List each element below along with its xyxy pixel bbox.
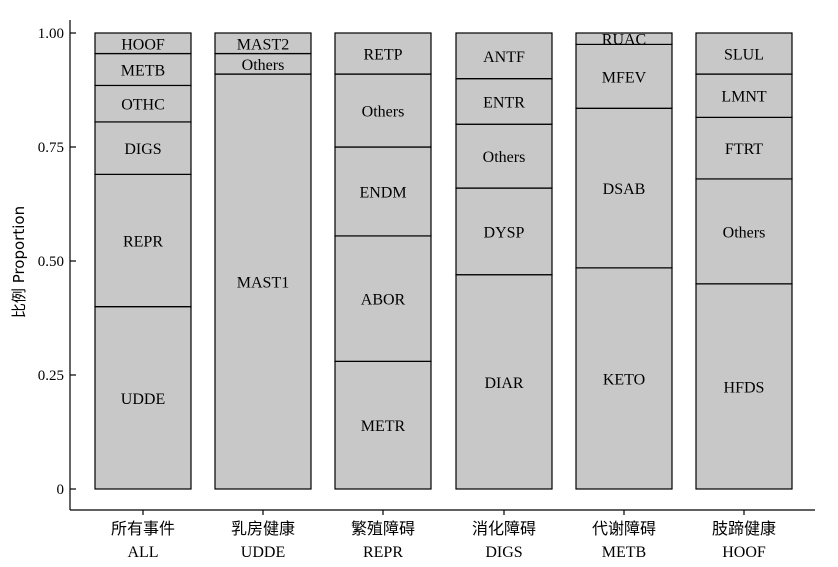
bar-repr: METR ABOR ENDM Others RETP xyxy=(334,32,432,490)
segment-label: ENTR xyxy=(483,94,525,111)
category-sublabel: REPR xyxy=(363,544,403,561)
category-sublabel: DIGS xyxy=(485,544,522,561)
bar-digs: DIAR DYSP Others ENTR ANTF xyxy=(455,32,553,490)
segment-label: ABOR xyxy=(361,292,406,309)
segment-label: HOOF xyxy=(121,36,165,53)
x-axis: 所有事件 ALL 乳房健康 UDDE 繁殖障碍 REPR 消化障碍 DIGS 代谢障碍 METB 肢… xyxy=(70,509,815,561)
segment-hoof xyxy=(94,32,192,55)
segment-udde xyxy=(94,306,192,490)
segment-label: METB xyxy=(121,62,165,79)
x-labels: 所有事件 ALL 乳房健康 UDDE 繁殖障碍 REPR 消化障碍 DIGS 代谢障碍 METB 肢… xyxy=(111,510,776,561)
y-tick-label: 0.75 xyxy=(38,140,64,156)
category-sublabel: ALL xyxy=(127,544,158,561)
segment-label: ANTF xyxy=(483,49,525,66)
segment-ruac xyxy=(575,32,673,45)
segment-repr xyxy=(94,173,192,308)
bar-all: UDDE REPR DIGS OTHC METB HOOF xyxy=(94,32,192,490)
category-sublabel: UDDE xyxy=(241,544,285,561)
segment-label: MFEV xyxy=(602,69,647,86)
segment-label: Others xyxy=(362,104,405,121)
y-tick-label: 0.50 xyxy=(38,254,64,270)
segment-abor xyxy=(334,235,432,362)
segment-lmnt xyxy=(695,73,793,118)
segment-label: DIGS xyxy=(124,141,161,158)
segment-mast2 xyxy=(214,32,312,55)
segment-label: DSAB xyxy=(603,181,646,198)
y-ticks: 0 0.25 0.50 0.75 1.00 xyxy=(38,26,76,498)
segment-label: REPR xyxy=(123,233,163,250)
segment-label: MAST1 xyxy=(237,275,289,292)
segment-othc xyxy=(94,84,192,123)
segment-label: DIAR xyxy=(484,375,523,392)
segment-label: KETO xyxy=(603,371,645,388)
bar-metb: KETO DSAB MFEV RUAC xyxy=(575,32,673,490)
segment-endm xyxy=(334,146,432,237)
segment-ftrt xyxy=(695,116,793,180)
segment-slul xyxy=(695,32,793,75)
category-label: 所有事件 xyxy=(111,519,175,538)
segment-label: SLUL xyxy=(724,47,764,64)
segment-label: DYSP xyxy=(484,224,525,241)
y-axis-label: 比例 Proportion xyxy=(10,206,28,318)
segment-dsab xyxy=(575,107,673,269)
segment-label: LMNT xyxy=(721,89,767,106)
segment-diar xyxy=(455,274,553,490)
segment-metr xyxy=(334,360,432,490)
segment-others xyxy=(334,73,432,148)
segment-label: HFDS xyxy=(724,379,765,396)
segment-label: Others xyxy=(242,57,285,74)
segment-label: UDDE xyxy=(121,391,165,408)
segment-mast1 xyxy=(214,73,312,490)
segment-label: ENDM xyxy=(359,184,406,201)
segment-digs xyxy=(94,121,192,175)
bar-hoof: HFDS Others FTRT LMNT SLUL xyxy=(695,32,793,490)
segment-mfev xyxy=(575,43,673,109)
bar-udde: MAST1 Others MAST2 xyxy=(214,32,312,490)
segment-antf xyxy=(455,32,553,80)
segment-label: FTRT xyxy=(725,141,763,158)
segment-label: METR xyxy=(361,418,406,435)
category-label: 代谢障碍 xyxy=(592,519,656,538)
segment-label: RUAC xyxy=(602,32,646,49)
segment-hfds xyxy=(695,283,793,490)
category-sublabel: HOOF xyxy=(722,544,766,561)
segment-others xyxy=(695,178,793,285)
y-tick-label: 1.00 xyxy=(38,26,64,42)
segment-metb xyxy=(94,52,192,87)
y-tick-label: 0 xyxy=(57,482,65,498)
bars-group: UDDE REPR DIGS OTHC METB HOOF MAST1 Others MAST2… xyxy=(94,32,793,490)
category-label: 肢蹄健康 xyxy=(712,519,776,538)
segment-label: Others xyxy=(723,224,766,241)
segment-label: OTHC xyxy=(121,97,165,114)
segment-label: RETP xyxy=(363,47,402,64)
category-sublabel: METB xyxy=(602,544,646,561)
segment-retp xyxy=(334,32,432,75)
category-label: 乳房健康 xyxy=(231,519,295,538)
y-tick-label: 0.25 xyxy=(38,368,64,384)
segment-label: MAST2 xyxy=(237,36,289,53)
segment-label: Others xyxy=(483,149,526,166)
category-label: 繁殖障碍 xyxy=(351,519,415,538)
category-label: 消化障碍 xyxy=(472,519,536,538)
y-axis: 0 0.25 0.50 0.75 1.00 xyxy=(38,20,76,510)
segment-keto xyxy=(575,267,673,490)
segment-others xyxy=(455,123,553,189)
